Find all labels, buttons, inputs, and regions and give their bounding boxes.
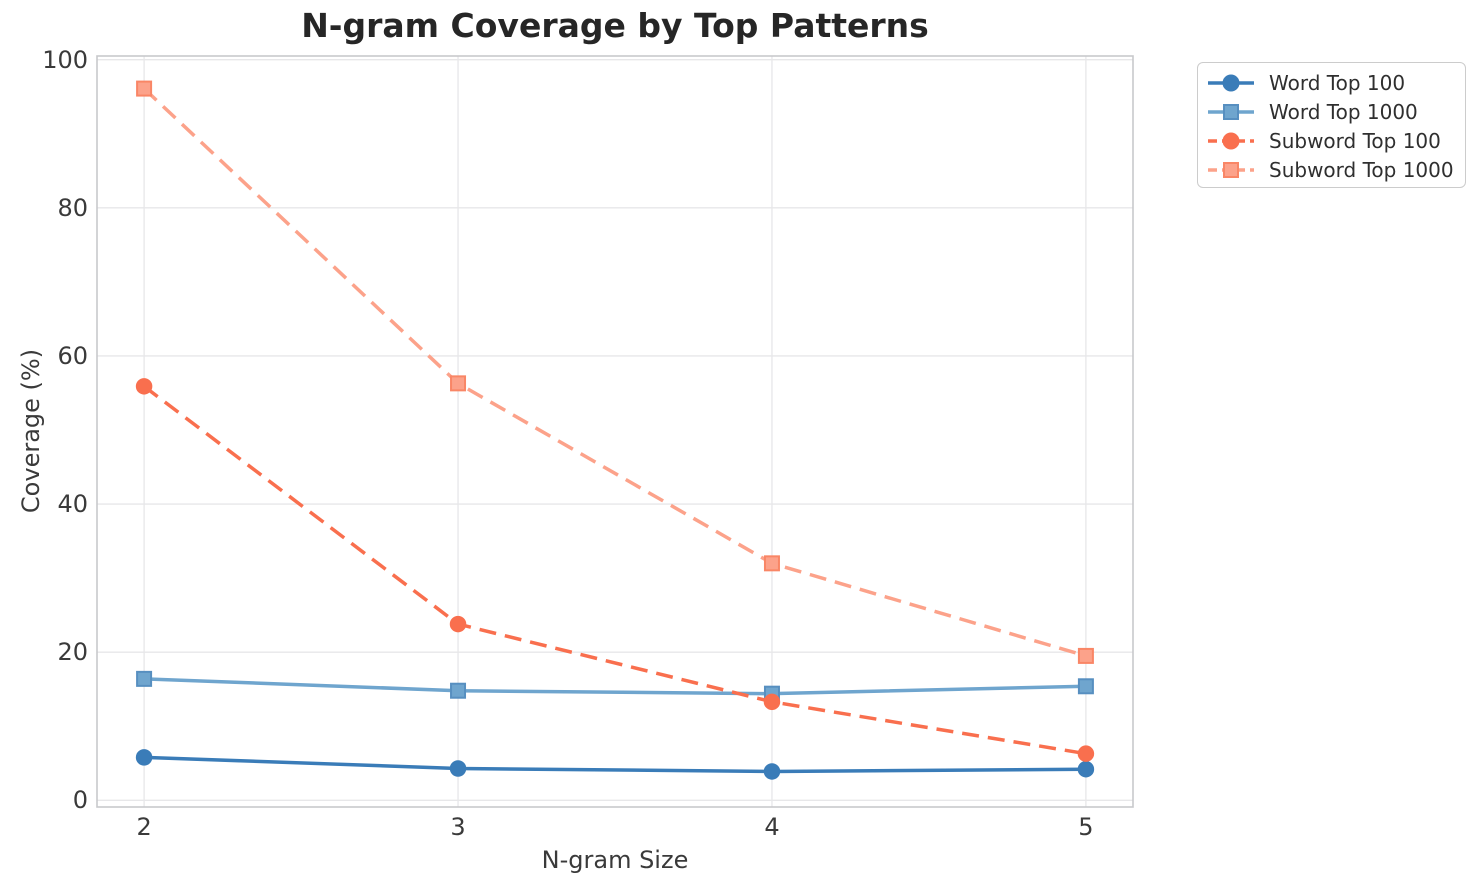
y-tick-label: 0 [72, 786, 88, 815]
series-line-subword-top-100 [143, 384, 1087, 756]
series-line-word-top-100 [144, 755, 1086, 774]
y-tick-label: 80 [57, 193, 88, 222]
legend-label: Word Top 1000 [1269, 99, 1418, 124]
data-point-word-top-100 [1077, 760, 1095, 778]
y-tick-label: 20 [57, 638, 88, 667]
chart-title: N-gram Coverage by Top Patterns [301, 6, 929, 45]
data-point-word-top-1000 [1077, 678, 1094, 695]
legend-label: Subword Top 100 [1269, 128, 1441, 153]
data-point-subword-top-100 [763, 693, 781, 711]
legend-sample-square-icon [1208, 161, 1254, 178]
legend-item: Word Top 100 [1206, 68, 1455, 97]
data-point-subword-top-1000 [450, 375, 467, 392]
data-point-word-top-100 [135, 749, 153, 766]
data-point-subword-top-100 [135, 378, 153, 395]
data-point-subword-top-1000 [763, 555, 780, 572]
legend-item: Subword Top 100 [1206, 126, 1455, 155]
x-tick-label: 4 [764, 813, 780, 841]
series-line-subword-top-1000 [142, 87, 1087, 658]
data-point-word-top-100 [449, 760, 467, 777]
legend-label: Word Top 100 [1269, 70, 1406, 95]
legend-sample-square-icon [1208, 103, 1254, 120]
x-tick-label: 3 [450, 813, 466, 841]
data-point-subword-top-1000 [136, 80, 153, 97]
data-point-subword-top-1000 [1077, 647, 1094, 664]
legend-item: Word Top 1000 [1206, 97, 1455, 126]
legend-item: Subword Top 1000 [1206, 155, 1455, 184]
data-point-word-top-1000 [450, 682, 467, 699]
x-axis-label: N-gram Size [541, 846, 689, 874]
legend-sample-circle-icon [1208, 74, 1254, 91]
x-tick-label: 5 [1078, 813, 1094, 841]
y-tick-label: 40 [57, 490, 88, 519]
legend-sample-circle-icon [1208, 132, 1254, 149]
data-point-subword-top-100 [1077, 745, 1095, 762]
legend: Word Top 100 Word Top 1000 Subword Top 100… [1197, 62, 1466, 188]
axes-spines [96, 55, 1134, 808]
x-tick-label: 2 [136, 813, 152, 841]
data-point-subword-top-100 [449, 615, 467, 633]
y-tick-label: 100 [42, 45, 88, 74]
y-tick-label: 60 [57, 341, 88, 370]
y-axis-label: Coverage (%) [17, 348, 45, 514]
data-point-word-top-1000 [136, 670, 153, 687]
data-point-word-top-100 [763, 763, 781, 780]
legend-label: Subword Top 1000 [1269, 157, 1454, 182]
series-line-word-top-1000 [144, 677, 1086, 696]
